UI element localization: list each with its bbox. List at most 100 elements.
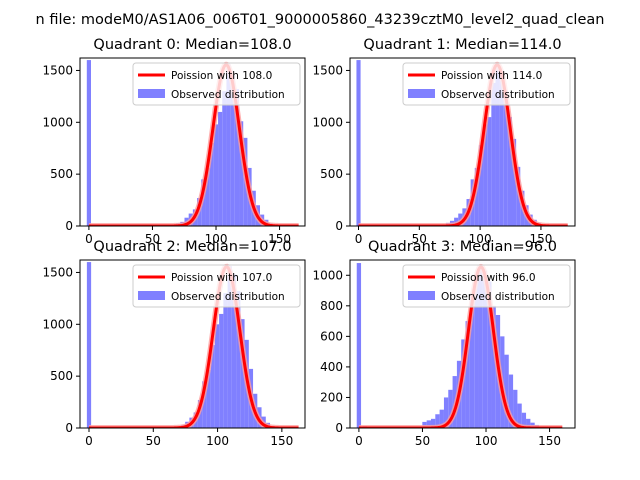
plot-area — [356, 60, 570, 226]
axes-frame — [79, 259, 306, 429]
histogram-bar — [526, 418, 531, 428]
histogram-bar — [483, 124, 488, 226]
legend-hist-swatch — [138, 89, 165, 98]
histogram-bar — [356, 60, 361, 226]
histogram-bar — [223, 293, 228, 428]
histogram-bar — [482, 270, 488, 428]
legend-fit-label: Poission with 107.0 — [171, 272, 272, 284]
histogram-bar — [214, 324, 220, 428]
legend-fit-label: Poission with 96.0 — [441, 272, 536, 284]
histogram-bar — [201, 179, 206, 226]
histogram-bar — [222, 91, 227, 226]
histogram-bar — [219, 313, 224, 428]
y-tick-label: 200 — [320, 390, 343, 404]
legend: Poission with 96.0 Observed distribution — [402, 264, 571, 308]
legend-box — [402, 264, 571, 308]
histogram-bar — [474, 167, 479, 226]
histogram-bar — [202, 381, 207, 428]
y-tick-label: 600 — [320, 329, 343, 343]
histogram-bar — [86, 60, 91, 226]
x-tick-label: 0 — [355, 434, 363, 448]
y-tick-label: 800 — [320, 299, 343, 313]
legend: Poission with 108.0 Observed distribution — [132, 62, 301, 106]
x-tick-label: 100 — [206, 434, 229, 448]
axes-frame — [349, 57, 576, 227]
y-tick-label: 1500 — [42, 265, 73, 279]
legend-hist-label: Observed distribution — [171, 291, 285, 303]
histogram-bar — [439, 409, 444, 428]
histogram-bar — [508, 374, 514, 428]
histogram-bar — [205, 167, 210, 226]
histogram-bar — [86, 262, 92, 428]
x-tick-label: 0 — [85, 232, 93, 246]
histogram-bar — [236, 291, 241, 428]
y-tick-label: 1500 — [312, 63, 343, 77]
histogram-bar — [517, 403, 522, 428]
histogram-bar — [227, 266, 232, 428]
y-tick-label: 400 — [320, 360, 343, 374]
y-tick-label: 500 — [50, 369, 73, 383]
subplot-title: Quadrant 3: Median=96.0 — [368, 239, 557, 255]
x-tick-label: 150 — [538, 434, 561, 448]
fit-curve — [88, 63, 300, 226]
legend-box — [132, 264, 301, 308]
y-tick-label: 1000 — [312, 268, 343, 282]
legend-hist-label: Observed distribution — [171, 89, 285, 101]
legend: Poission with 114.0 Observed distribution — [402, 62, 571, 106]
subplot-title: Quadrant 2: Median=107.0 — [93, 239, 291, 255]
y-tick-label: 500 — [320, 167, 343, 181]
x-tick-label: 50 — [146, 434, 161, 448]
y-tick-label: 1000 — [42, 115, 73, 129]
legend-hist-label: Observed distribution — [441, 89, 555, 101]
legend: Poission with 107.0 Observed distribution — [132, 264, 301, 308]
histogram-bar — [231, 274, 237, 428]
y-tick-label: 0 — [65, 421, 73, 435]
subplot-title: Quadrant 0: Median=108.0 — [93, 37, 291, 53]
histogram-bar — [435, 414, 440, 428]
histogram-bar — [465, 321, 470, 428]
histogram-bar — [487, 281, 492, 428]
subplot-title: Quadrant 1: Median=114.0 — [363, 37, 561, 53]
y-tick-label: 0 — [335, 421, 343, 435]
figure-suptitle: n file: modeM0/AS1A06_006T01_9000005860_… — [36, 12, 605, 28]
legend-fit-label: Poission with 108.0 — [171, 70, 272, 82]
x-tick-label: 150 — [529, 232, 552, 246]
y-tick-label: 0 — [335, 219, 343, 233]
histogram-bar — [513, 389, 518, 428]
legend-hist-swatch — [138, 291, 165, 300]
histogram-bar — [443, 397, 449, 428]
legend-hist-swatch — [408, 89, 435, 98]
y-tick-label: 1000 — [312, 115, 343, 129]
plot-area — [86, 262, 301, 428]
fit-curve — [88, 265, 300, 428]
axes-frame — [79, 57, 306, 227]
histogram-bar — [503, 90, 508, 226]
histogram-bar — [230, 75, 235, 226]
histogram-bar — [507, 117, 512, 226]
x-tick-label: 100 — [205, 232, 228, 246]
histogram-bar — [356, 263, 362, 428]
legend-box — [402, 62, 571, 106]
histogram-bar — [474, 275, 479, 428]
legend-hist-swatch — [408, 291, 435, 300]
x-tick-label: 100 — [469, 232, 492, 246]
histogram-bar — [469, 293, 475, 428]
x-tick-label: 0 — [355, 232, 363, 246]
histogram-bar — [422, 421, 427, 428]
histogram-bar — [495, 64, 500, 226]
histogram-bar — [206, 369, 211, 428]
histogram-bar — [491, 305, 496, 428]
histogram-bar — [239, 121, 244, 226]
histogram-bar — [430, 418, 436, 428]
histogram-bar — [499, 75, 504, 226]
axes-frame — [349, 259, 576, 429]
y-tick-label: 0 — [65, 219, 73, 233]
x-tick-label: 50 — [145, 232, 160, 246]
y-tick-label: 500 — [50, 167, 73, 181]
x-tick-label: 100 — [475, 434, 498, 448]
x-tick-label: 50 — [415, 434, 430, 448]
legend-hist-label: Observed distribution — [441, 291, 555, 303]
histogram-bar — [491, 82, 496, 226]
